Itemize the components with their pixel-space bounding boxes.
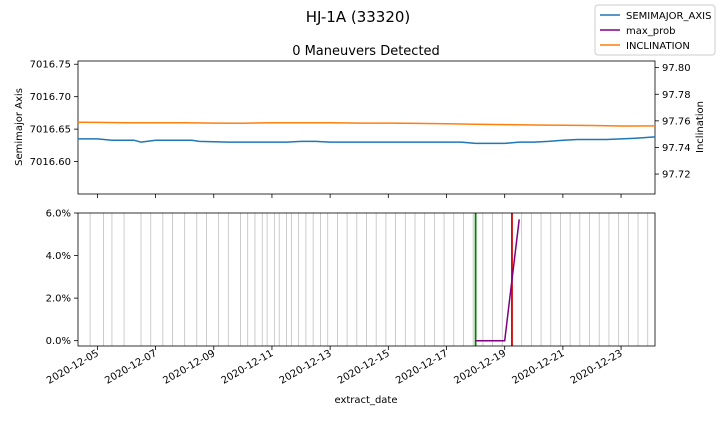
bottom-y-tick-label: 2.0% (46, 294, 71, 305)
top-panel-title: 0 Maneuvers Detected (292, 44, 440, 59)
top-y-tick-label: 7016.70 (30, 92, 71, 103)
legend-label-inclination: INCLINATION (626, 41, 690, 52)
top-y-tick-label-right: 97.74 (662, 143, 691, 154)
legend-label-max-prob: max_prob (626, 26, 676, 37)
top-series-layer (77, 121, 656, 145)
figure-title: HJ-1A (33320) (306, 8, 411, 26)
bottom-y-tick-label: 4.0% (46, 251, 71, 262)
series-line-semimajor-axis (78, 136, 656, 145)
top-y-tick-label-right: 97.72 (662, 170, 691, 181)
top-panel: 0 Maneuvers Detected 7016.607016.657016.… (14, 44, 706, 198)
bottom-y-tick-label: 6.0% (46, 209, 71, 220)
observation-lines (89, 213, 649, 346)
top-x-ticks (96, 194, 622, 198)
top-y-axis-label: Semimajor Axis (14, 88, 25, 166)
top-y-tick-label-right: 97.80 (662, 63, 691, 74)
bottom-y-axis: 0.0% 2.0% 4.0% 6.0% (46, 209, 78, 347)
top-y-tick-label-right: 97.78 (662, 90, 691, 101)
top-y-tick-label: 7016.65 (30, 125, 71, 136)
bottom-panel-frame (77, 212, 656, 347)
top-y-tick-label: 7016.60 (30, 157, 71, 168)
legend-box (594, 4, 716, 56)
top-y-tick-label-right: 97.76 (662, 116, 691, 127)
bottom-series-layer (475, 219, 520, 342)
series-line-max-prob (475, 219, 520, 342)
legend-label-semimajor: SEMIMAJOR_AXIS (626, 11, 711, 22)
top-y-axis-label-right: Inclination (695, 101, 706, 153)
top-y-axis-left: 7016.60 7016.65 7016.70 7016.75 (30, 60, 78, 168)
series-line-inclination (77, 121, 656, 127)
legend: SEMIMAJOR_AXIS max_prob INCLINATION (594, 4, 716, 56)
top-y-axis-right: 97.72 97.74 97.76 97.78 97.80 (655, 63, 691, 181)
top-panel-frame (77, 60, 656, 195)
bottom-y-tick-label: 0.0% (46, 336, 71, 347)
top-y-tick-label: 7016.75 (30, 60, 71, 71)
bottom-x-axis-label: extract_date (334, 395, 397, 406)
